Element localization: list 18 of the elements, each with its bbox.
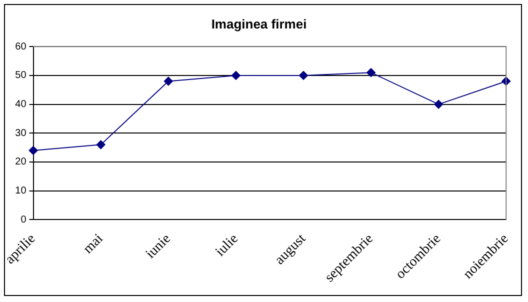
point (366, 68, 376, 78)
point (298, 70, 308, 80)
point (96, 140, 106, 150)
y-tick-label: 30 (15, 128, 27, 139)
y-tick-label: 10 (15, 186, 27, 197)
y-tick-label: 0 (20, 214, 27, 226)
point (434, 100, 444, 109)
y-tick-label: 50 (15, 70, 27, 82)
x-tick-label: iulie (213, 231, 242, 260)
y-tick-label: 20 (15, 156, 27, 168)
chart-title: Imaginea firmei (211, 16, 307, 32)
y-tick-label: 40 (15, 99, 27, 110)
x-tick-label: mai (80, 231, 106, 257)
x-tick-label: iunie (143, 231, 174, 262)
point (28, 146, 38, 155)
point (231, 70, 240, 80)
point (164, 76, 173, 86)
y-tick-label: 60 (15, 41, 27, 52)
